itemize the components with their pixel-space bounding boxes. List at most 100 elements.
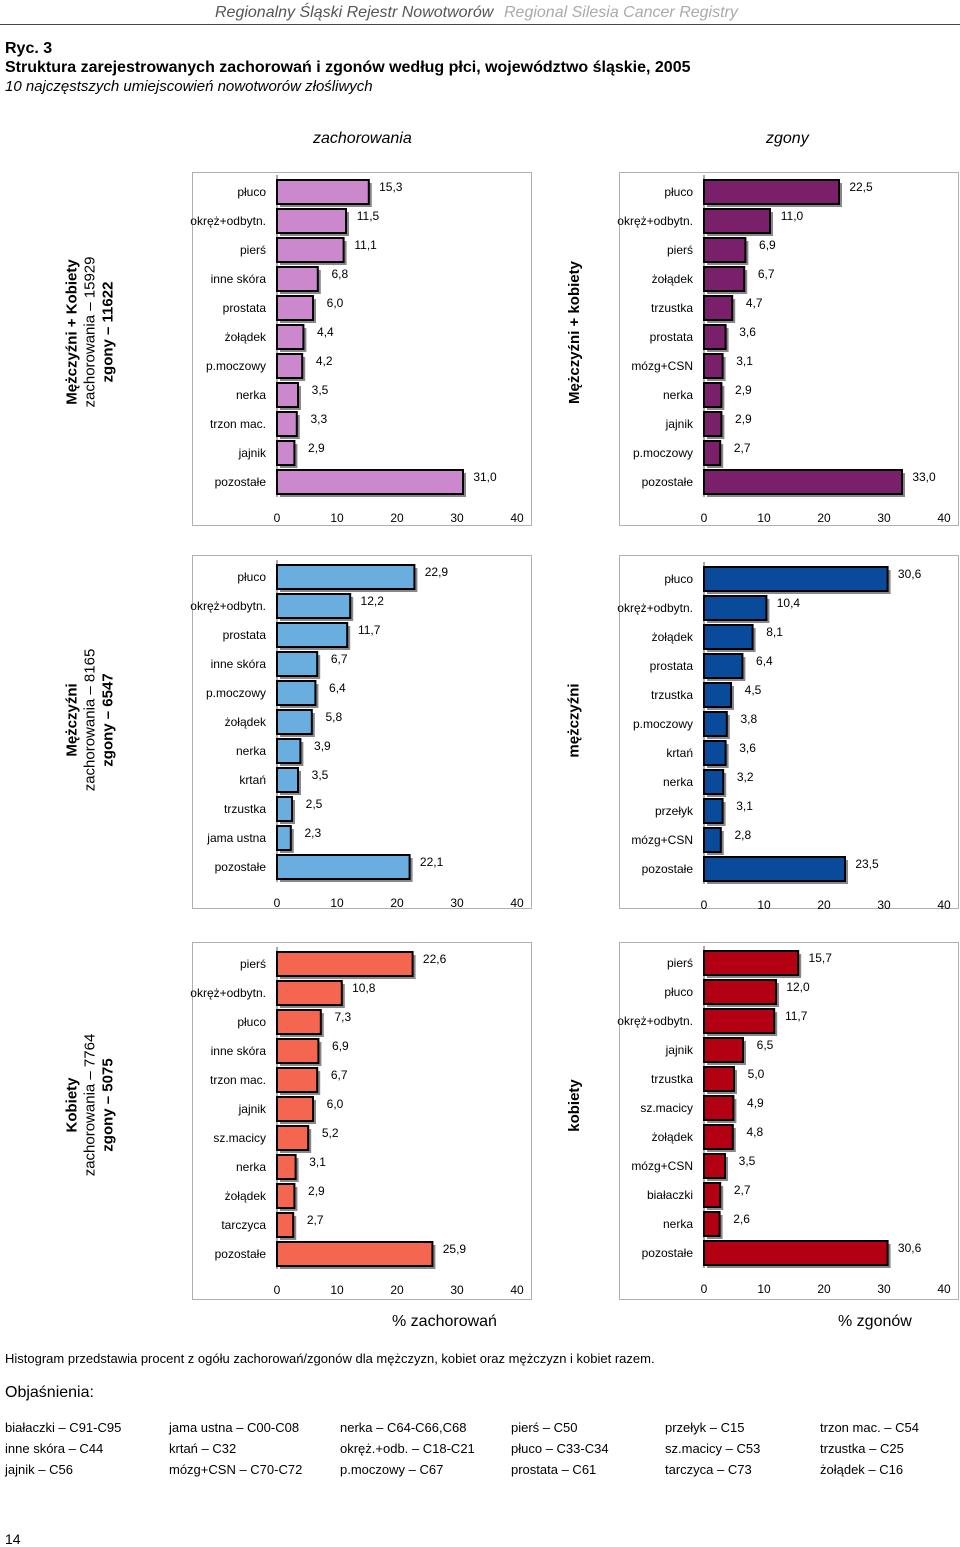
value-label: 22,1 xyxy=(420,855,444,869)
category-label: okręż+odbytn. xyxy=(617,214,693,228)
bar-jajnik xyxy=(703,411,723,437)
category-label: p.moczowy xyxy=(206,686,266,700)
x-tick-label: 30 xyxy=(877,1282,891,1296)
value-label: 3,2 xyxy=(737,770,754,784)
category-label: pozostałe xyxy=(215,1247,267,1261)
category-label: żołądek xyxy=(652,630,694,644)
bar-jajnik xyxy=(703,1037,744,1063)
category-label: płuco xyxy=(237,1015,266,1029)
x-tick-label: 0 xyxy=(701,511,708,525)
bar-okręż+odbytn. xyxy=(276,980,343,1006)
legend-cell: tarczyca – C73 xyxy=(665,1462,752,1477)
category-label: żołądek xyxy=(225,1189,267,1203)
bar-okręż+odbytn. xyxy=(703,208,771,234)
x-tick-label: 10 xyxy=(757,898,771,912)
bar-pierś xyxy=(703,950,800,976)
registry-title-pl: Regionalny Śląski Rejestr Nowotworów xyxy=(215,4,494,21)
bar-okręż+odbytn. xyxy=(703,1008,776,1034)
bar-prostata xyxy=(276,295,314,321)
value-label: 3,1 xyxy=(736,799,753,813)
category-label: pozostałe xyxy=(642,1246,694,1260)
axis-title-deaths: % zgonów xyxy=(838,1313,912,1330)
x-tick-label: 40 xyxy=(937,1282,951,1296)
x-tick-label: 30 xyxy=(450,896,464,910)
category-label: przełyk xyxy=(655,804,694,818)
value-label: 12,0 xyxy=(786,980,810,994)
x-tick-label: 30 xyxy=(877,898,891,912)
bar-pierś xyxy=(276,237,345,263)
category-label: okręż+odbytn. xyxy=(190,986,266,1000)
value-label: 5,8 xyxy=(325,710,342,724)
bar-mózg+CSN xyxy=(703,827,722,853)
value-label: 22,9 xyxy=(425,565,449,579)
category-label: inne skóra xyxy=(211,1044,267,1058)
bar-trzon mac. xyxy=(276,411,298,437)
category-label: inne skóra xyxy=(211,657,267,671)
value-label: 11,5 xyxy=(357,209,380,223)
bar-okręż+odbytn. xyxy=(703,595,768,621)
bar-okręż+odbytn. xyxy=(276,208,347,234)
bar-pozostałe xyxy=(703,1240,889,1266)
legend-cell: nerka – C64-C66,C68 xyxy=(340,1420,467,1435)
value-label: 6,7 xyxy=(331,652,348,666)
value-label: 30,6 xyxy=(898,1241,922,1255)
category-label: sz.macicy xyxy=(213,1131,266,1145)
category-label: p.moczowy xyxy=(633,717,693,731)
x-tick-label: 40 xyxy=(510,1283,524,1297)
value-label: 4,5 xyxy=(745,683,762,697)
category-label: żołądek xyxy=(652,1130,694,1144)
x-tick-label: 0 xyxy=(274,1283,281,1297)
value-label: 30,6 xyxy=(898,567,922,581)
value-label: 6,7 xyxy=(331,1068,348,1082)
chart-frame-women-deaths xyxy=(619,942,959,1300)
category-label: mózg+CSN xyxy=(631,1159,693,1173)
bar-sz.macicy xyxy=(703,1095,735,1121)
value-label: 2,7 xyxy=(307,1213,324,1227)
category-label: okręż+odbytn. xyxy=(617,601,693,615)
legend-cell: żołądek – C16 xyxy=(820,1462,904,1477)
category-label: płuco xyxy=(664,985,693,999)
legend-cell: mózg+CSN – C70-C72 xyxy=(169,1462,303,1477)
value-label: 2,7 xyxy=(734,441,751,455)
bar-krtań xyxy=(703,740,727,766)
legend-cell: sz.macicy – C53 xyxy=(665,1441,761,1456)
bar-prostata xyxy=(703,653,744,679)
value-label: 11,0 xyxy=(781,209,804,223)
column-heading-incidence: zachorowania xyxy=(313,130,412,147)
category-label: trzustka xyxy=(224,802,266,816)
category-label: jajnik xyxy=(665,1043,694,1057)
bar-tarczyca xyxy=(276,1212,295,1238)
x-tick-label: 10 xyxy=(757,1282,771,1296)
legend-cell: jajnik – C56 xyxy=(5,1462,73,1477)
bar-p.moczowy xyxy=(276,353,304,379)
x-tick-label: 30 xyxy=(450,511,464,525)
value-label: 15,3 xyxy=(379,180,403,194)
bar-żołądek xyxy=(703,1124,734,1150)
bar-płuco xyxy=(276,179,370,205)
bar-krtań xyxy=(276,767,299,793)
value-label: 3,9 xyxy=(314,739,331,753)
value-label: 2,3 xyxy=(304,826,321,840)
x-tick-label: 40 xyxy=(937,511,951,525)
bar-inne skóra xyxy=(276,266,319,292)
x-tick-label: 20 xyxy=(817,1282,831,1296)
category-label: jajnik xyxy=(238,446,267,460)
category-label: okręż+odbytn. xyxy=(617,1014,693,1028)
value-label: 4,8 xyxy=(746,1125,763,1139)
bar-okręż+odbytn. xyxy=(276,593,352,619)
category-label: p.moczowy xyxy=(633,446,693,460)
bar-nerka xyxy=(276,1154,297,1180)
legend-cell: jama ustna – C00-C08 xyxy=(169,1420,300,1435)
bar-przełyk xyxy=(703,798,724,824)
category-label: pozostałe xyxy=(215,475,267,489)
category-label: prostata xyxy=(223,628,267,642)
column-heading-deaths: zgony xyxy=(766,130,809,147)
bar-inne skóra xyxy=(276,1038,320,1064)
category-label: inne skóra xyxy=(211,272,267,286)
x-tick-label: 20 xyxy=(390,511,404,525)
bar-mózg+CSN xyxy=(703,353,724,379)
value-label: 6,8 xyxy=(331,267,348,281)
value-label: 2,9 xyxy=(735,383,752,397)
value-label: 22,5 xyxy=(849,180,873,194)
category-label: prostata xyxy=(650,659,694,673)
